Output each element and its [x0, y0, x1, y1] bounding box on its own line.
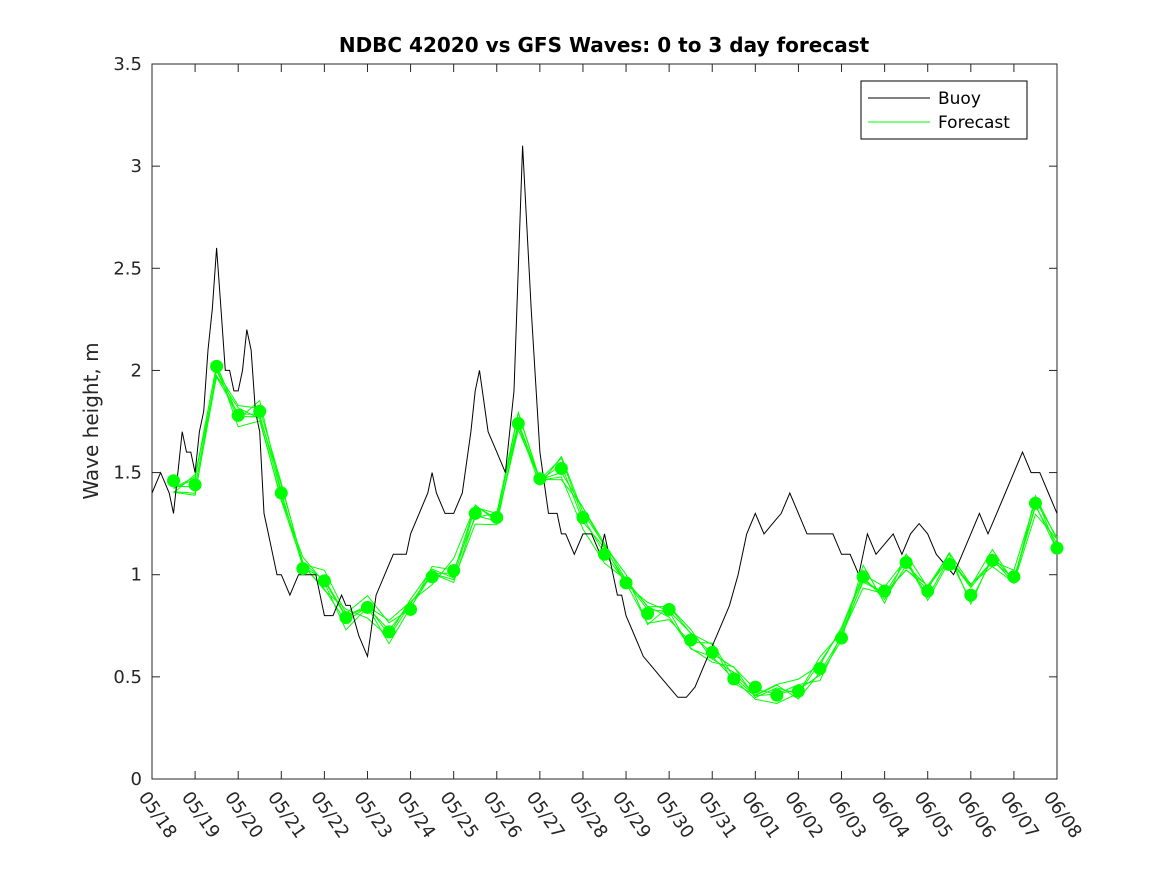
x-tick-label: 05/18 [134, 788, 181, 843]
forecast-marker [921, 584, 935, 598]
x-tick-label: 05/28 [565, 788, 612, 843]
forecast-marker [748, 680, 762, 694]
forecast-marker [167, 474, 181, 488]
forecast-marker [404, 602, 418, 616]
x-tick-label: 06/01 [737, 788, 784, 843]
x-tick-label: 05/26 [479, 788, 526, 843]
forecast-marker [339, 611, 353, 625]
forecast-marker [899, 555, 913, 569]
x-tick-label: 05/19 [177, 788, 224, 843]
x-tick-label: 05/31 [694, 788, 741, 843]
forecast-marker [835, 631, 849, 645]
forecast-marker [576, 511, 590, 525]
x-tick-label: 06/05 [910, 788, 957, 843]
x-tick-label: 06/07 [996, 788, 1043, 843]
forecast-marker [382, 625, 396, 639]
x-tick-label: 05/20 [220, 788, 267, 843]
legend-box [860, 80, 1028, 140]
forecast-marker [253, 404, 267, 418]
y-tick-label: 0 [131, 769, 142, 790]
forecast-marker [705, 645, 719, 659]
forecast-marker [468, 506, 482, 520]
forecast-marker [511, 417, 525, 431]
x-tick-label: 05/25 [436, 788, 483, 843]
forecast-line [173, 374, 1058, 696]
x-tick-label: 05/30 [651, 788, 698, 843]
forecast-marker [317, 574, 331, 588]
forecast-marker [1028, 496, 1042, 510]
forecast-line [173, 369, 1058, 699]
forecast-marker [791, 684, 805, 698]
plot-area: 00.511.522.533.505/1805/1905/2005/2105/2… [113, 54, 1086, 842]
y-tick-label: 1 [131, 565, 142, 586]
forecast-marker [856, 570, 870, 584]
forecast-marker [641, 607, 655, 621]
forecast-marker [188, 478, 202, 492]
legend-buoy-label: Buoy [938, 89, 981, 109]
forecast-marker [727, 672, 741, 686]
y-axis-label: Wave height, m [79, 342, 103, 499]
plot-frame [151, 63, 1058, 780]
x-tick-label: 05/22 [306, 788, 353, 843]
forecast-marker [554, 461, 568, 475]
forecast-marker [231, 408, 245, 422]
x-tick-label: 06/06 [953, 788, 1000, 843]
forecast-marker [210, 359, 224, 373]
forecast-line [173, 367, 1058, 697]
forecast-line [173, 363, 1058, 700]
x-tick-label: 05/21 [263, 788, 310, 843]
forecast-marker [662, 602, 676, 616]
forecast-marker [274, 486, 288, 500]
buoy-line [151, 145, 1058, 698]
x-tick-label: 05/29 [608, 788, 655, 843]
y-tick-label: 2.5 [113, 258, 142, 279]
y-tick-label: 0.5 [113, 667, 142, 688]
x-tick-label: 06/03 [823, 788, 870, 843]
y-tick-label: 1.5 [113, 463, 142, 484]
chart-title: NDBC 42020 vs GFS Waves: 0 to 3 day fore… [339, 33, 870, 57]
legend: Buoy Forecast [860, 80, 1028, 140]
x-tick-label: 06/02 [780, 788, 827, 843]
x-tick-label: 05/23 [349, 788, 396, 843]
forecast-marker [447, 564, 461, 578]
forecast-marker [598, 547, 611, 561]
y-tick-label: 3.5 [113, 54, 142, 75]
legend-forecast-label: Forecast [938, 113, 1010, 133]
forecast-marker [619, 576, 633, 590]
forecast-marker [942, 558, 956, 571]
forecast-marker [360, 600, 374, 614]
y-tick-label: 2 [131, 360, 142, 381]
forecast-marker [425, 570, 439, 584]
forecast-marker [1050, 541, 1064, 555]
x-tick-label: 06/04 [867, 788, 914, 843]
forecast-marker [296, 562, 310, 576]
forecast-marker [964, 588, 978, 602]
forecast-marker [770, 688, 784, 702]
forecast-marker [684, 633, 698, 647]
x-tick-label: 05/27 [522, 788, 569, 843]
forecast-marker [985, 553, 999, 567]
forecast-marker [1007, 570, 1021, 584]
forecast-marker [490, 511, 504, 525]
forecast-marker [533, 472, 547, 486]
forecast-line [173, 375, 1058, 705]
x-tick-label: 06/08 [1039, 788, 1086, 843]
forecast-marker [813, 662, 827, 676]
forecast-marker [878, 584, 892, 598]
y-tick-label: 3 [131, 156, 142, 177]
x-tick-label: 05/24 [392, 788, 439, 843]
